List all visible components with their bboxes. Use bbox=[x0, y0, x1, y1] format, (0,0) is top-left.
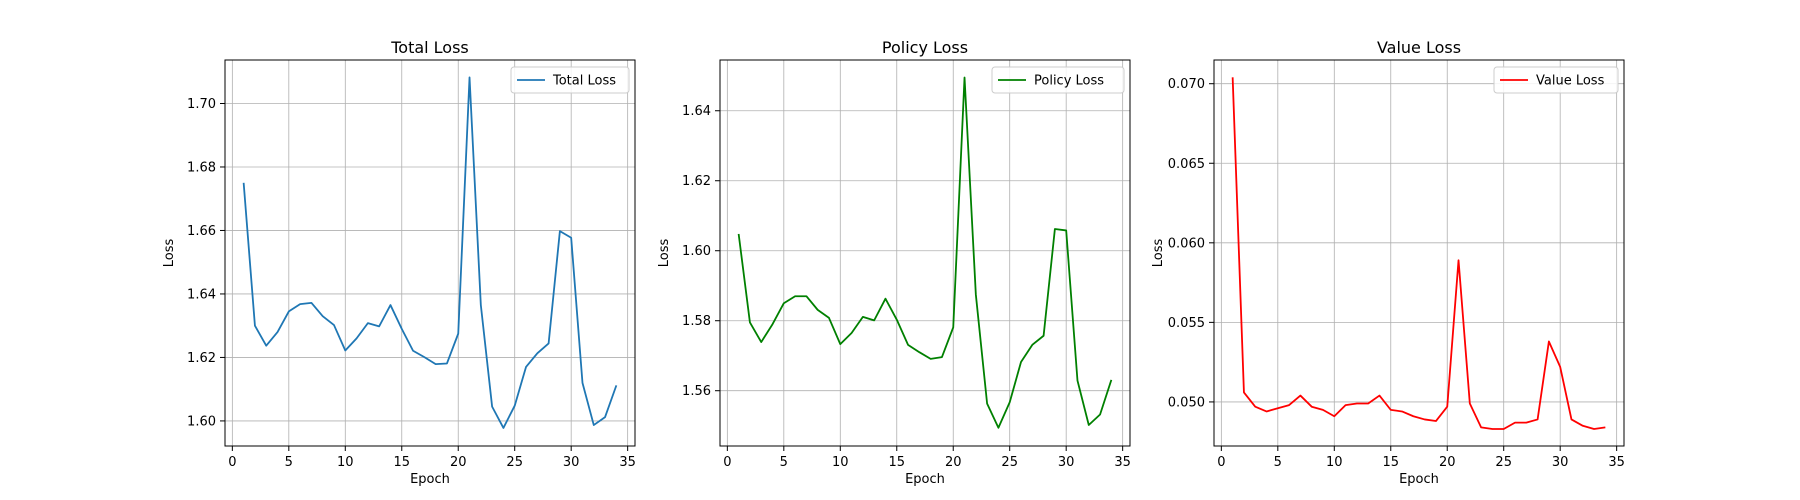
x-tick-label: 10 bbox=[832, 455, 849, 470]
y-tick-label: 1.62 bbox=[187, 351, 216, 366]
legend-label: Value Loss bbox=[1536, 74, 1605, 89]
y-tick-label: 1.64 bbox=[187, 287, 216, 302]
y-axis-label: Loss bbox=[657, 239, 672, 268]
x-tick-label: 5 bbox=[780, 455, 788, 470]
chart-panel-2: 0 5 10 15 20 25 30 35 1.56 1.58 1.60 1.62 1.64 Policy… bbox=[657, 38, 1131, 487]
x-tick-label: 5 bbox=[1274, 455, 1282, 470]
chart-title: Total Loss bbox=[390, 38, 469, 57]
legend-box bbox=[510, 66, 630, 94]
x-axis-label: Epoch bbox=[1399, 472, 1439, 487]
y-tick-label: 0.050 bbox=[1168, 395, 1205, 410]
x-axis-label: Epoch bbox=[410, 472, 450, 487]
axes-frame bbox=[719, 59, 1131, 447]
axes-frame bbox=[224, 59, 636, 447]
x-tick-label: 25 bbox=[1001, 455, 1018, 470]
legend-box bbox=[1493, 66, 1619, 94]
x-tick-label: 35 bbox=[1608, 455, 1625, 470]
legend-label: Total Loss bbox=[552, 74, 616, 89]
y-tick-label: 1.66 bbox=[187, 224, 216, 239]
x-tick-label: 35 bbox=[1114, 455, 1131, 470]
x-tick-label: 25 bbox=[506, 455, 523, 470]
legend-box bbox=[991, 66, 1125, 94]
series-line-policy-loss bbox=[737, 76, 1113, 429]
legend: Total Loss bbox=[510, 66, 630, 94]
x-tick-label: 10 bbox=[337, 455, 354, 470]
y-tick-label: 1.60 bbox=[682, 244, 711, 259]
x-tick-label: 20 bbox=[945, 455, 962, 470]
x-axis-label: Epoch bbox=[905, 472, 945, 487]
series-line-total-loss bbox=[242, 76, 618, 429]
chart-title: Policy Loss bbox=[882, 38, 968, 57]
legend: Policy Loss bbox=[991, 66, 1125, 94]
y-tick-label: 1.64 bbox=[682, 104, 711, 119]
x-tick-label: 15 bbox=[393, 455, 410, 470]
y-tick-label: 0.070 bbox=[1168, 77, 1205, 92]
y-tick-label: 0.065 bbox=[1168, 157, 1205, 172]
legend: Value Loss bbox=[1493, 66, 1619, 94]
x-tick-label: 5 bbox=[285, 455, 293, 470]
x-tick-label: 15 bbox=[888, 455, 905, 470]
y-tick-label: 0.060 bbox=[1168, 236, 1205, 251]
y-tick-label: 1.70 bbox=[187, 97, 216, 112]
y-axis-label: Loss bbox=[162, 239, 177, 268]
chart-panel-1: 0 5 10 15 20 25 30 35 1.60 1.62 1.64 1.66 1.68 1.70 To… bbox=[162, 38, 636, 487]
chart-panel-3: 0 5 10 15 20 25 30 35 0.050 0.055 0.060 0.065 0.070 V… bbox=[1151, 38, 1625, 487]
axes-frame bbox=[1213, 59, 1625, 447]
legend-label: Policy Loss bbox=[1034, 74, 1104, 89]
x-tick-label: 0 bbox=[723, 455, 731, 470]
y-axis-label: Loss bbox=[1151, 239, 1166, 268]
x-tick-label: 35 bbox=[619, 455, 636, 470]
x-tick-label: 20 bbox=[450, 455, 467, 470]
x-tick-label: 25 bbox=[1495, 455, 1512, 470]
x-tick-label: 30 bbox=[563, 455, 580, 470]
y-tick-label: 1.60 bbox=[187, 414, 216, 429]
series-line-value-loss bbox=[1231, 77, 1606, 430]
x-tick-label: 0 bbox=[228, 455, 236, 470]
x-tick-label: 20 bbox=[1439, 455, 1456, 470]
y-tick-label: 1.62 bbox=[682, 174, 711, 189]
x-tick-label: 10 bbox=[1326, 455, 1343, 470]
x-tick-label: 30 bbox=[1552, 455, 1569, 470]
x-tick-label: 30 bbox=[1058, 455, 1075, 470]
y-tick-label: 1.56 bbox=[682, 384, 711, 399]
x-tick-label: 15 bbox=[1382, 455, 1399, 470]
y-tick-label: 1.58 bbox=[682, 314, 711, 329]
y-tick-label: 0.055 bbox=[1168, 316, 1205, 331]
chart-title: Value Loss bbox=[1377, 38, 1461, 57]
y-tick-label: 1.68 bbox=[187, 160, 216, 175]
x-tick-label: 0 bbox=[1217, 455, 1225, 470]
